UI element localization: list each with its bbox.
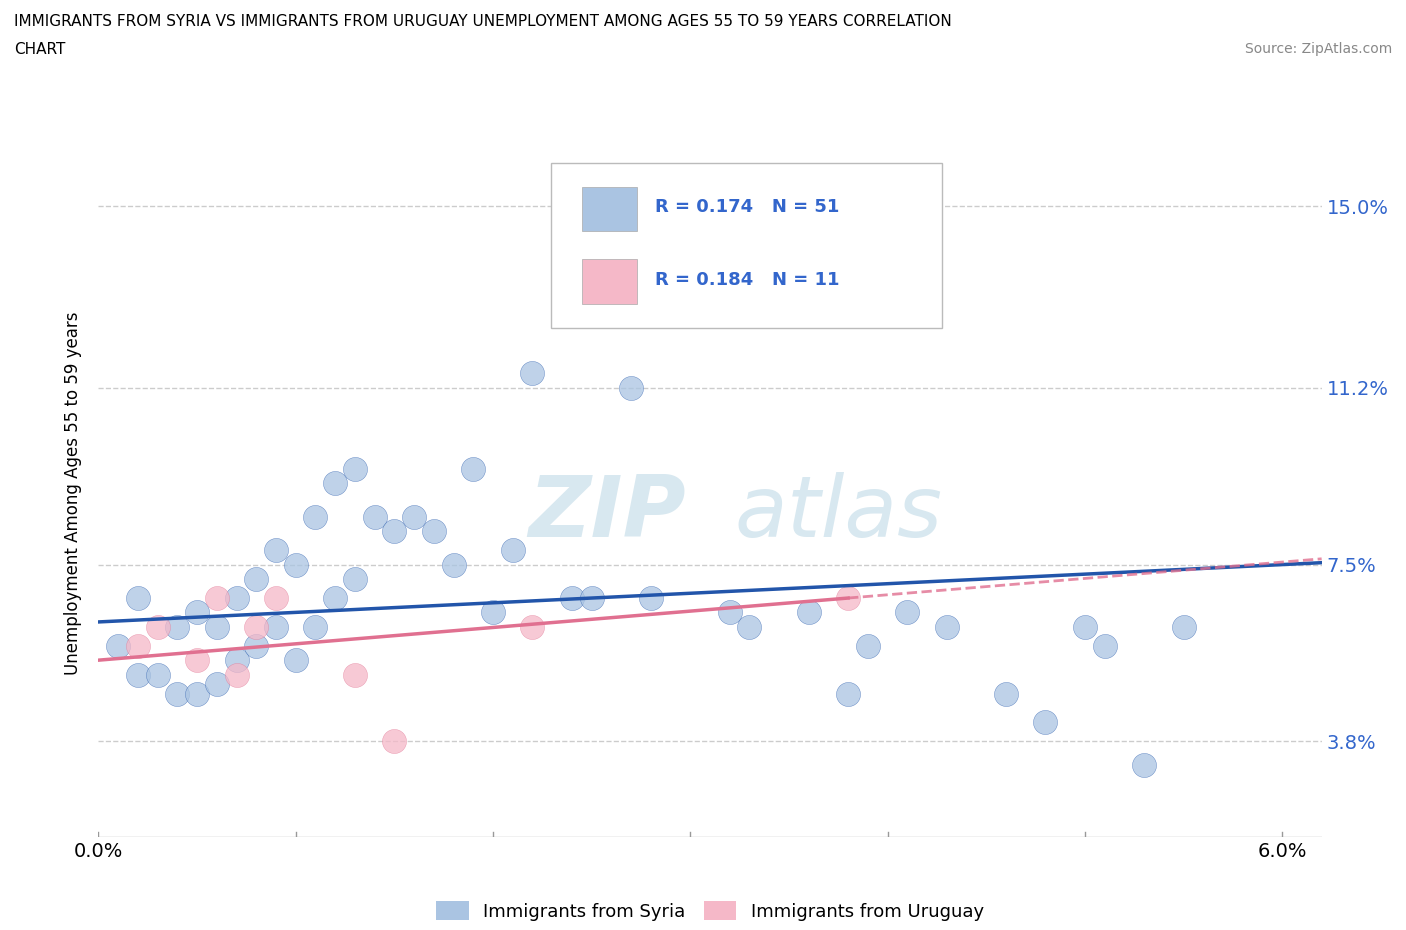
- Point: [264, 591, 287, 605]
- Point: [225, 667, 247, 682]
- Point: [166, 686, 188, 701]
- Point: [935, 619, 957, 634]
- Point: [1074, 619, 1097, 634]
- Point: [994, 686, 1017, 701]
- Point: [186, 686, 208, 701]
- Point: [522, 619, 544, 634]
- Legend: Immigrants from Syria, Immigrants from Uruguay: Immigrants from Syria, Immigrants from U…: [429, 895, 991, 928]
- FancyBboxPatch shape: [582, 259, 637, 304]
- Point: [205, 591, 228, 605]
- Point: [166, 619, 188, 634]
- Point: [245, 638, 267, 653]
- Point: [581, 591, 603, 605]
- Text: atlas: atlas: [734, 472, 942, 555]
- Point: [1133, 758, 1156, 773]
- Point: [343, 572, 366, 587]
- Point: [205, 619, 228, 634]
- Point: [738, 619, 761, 634]
- Point: [620, 380, 643, 395]
- Point: [304, 510, 326, 525]
- Point: [856, 638, 879, 653]
- Point: [423, 524, 446, 538]
- Point: [284, 557, 307, 572]
- FancyBboxPatch shape: [551, 163, 942, 327]
- Point: [1094, 638, 1116, 653]
- Y-axis label: Unemployment Among Ages 55 to 59 years: Unemployment Among Ages 55 to 59 years: [65, 312, 83, 674]
- Point: [718, 604, 741, 619]
- Point: [482, 604, 505, 619]
- Text: R = 0.184   N = 11: R = 0.184 N = 11: [655, 271, 839, 288]
- Point: [343, 461, 366, 476]
- Point: [837, 591, 859, 605]
- Point: [896, 604, 918, 619]
- Point: [205, 677, 228, 692]
- Point: [404, 510, 426, 525]
- Point: [837, 686, 859, 701]
- Point: [1173, 619, 1195, 634]
- Point: [382, 524, 405, 538]
- Point: [522, 366, 544, 381]
- Point: [225, 653, 247, 668]
- Point: [284, 653, 307, 668]
- Point: [363, 510, 385, 525]
- Point: [502, 543, 524, 558]
- Point: [640, 591, 662, 605]
- Point: [186, 653, 208, 668]
- Point: [186, 604, 208, 619]
- Text: IMMIGRANTS FROM SYRIA VS IMMIGRANTS FROM URUGUAY UNEMPLOYMENT AMONG AGES 55 TO 5: IMMIGRANTS FROM SYRIA VS IMMIGRANTS FROM…: [14, 14, 952, 29]
- Point: [679, 271, 702, 286]
- Point: [323, 476, 346, 491]
- Point: [797, 604, 820, 619]
- Text: CHART: CHART: [14, 42, 66, 57]
- Point: [225, 591, 247, 605]
- Point: [1035, 715, 1057, 730]
- Point: [146, 667, 169, 682]
- Point: [146, 619, 169, 634]
- Text: ZIP: ZIP: [527, 472, 686, 555]
- Point: [127, 667, 149, 682]
- Point: [264, 543, 287, 558]
- Point: [127, 591, 149, 605]
- Point: [343, 667, 366, 682]
- Text: Source: ZipAtlas.com: Source: ZipAtlas.com: [1244, 42, 1392, 56]
- Point: [245, 619, 267, 634]
- Point: [463, 461, 485, 476]
- Point: [304, 619, 326, 634]
- Point: [107, 638, 129, 653]
- FancyBboxPatch shape: [582, 187, 637, 232]
- Point: [127, 638, 149, 653]
- Point: [264, 619, 287, 634]
- Point: [245, 572, 267, 587]
- Point: [323, 591, 346, 605]
- Point: [382, 734, 405, 749]
- Point: [561, 591, 583, 605]
- Text: R = 0.174   N = 51: R = 0.174 N = 51: [655, 198, 839, 217]
- Point: [443, 557, 465, 572]
